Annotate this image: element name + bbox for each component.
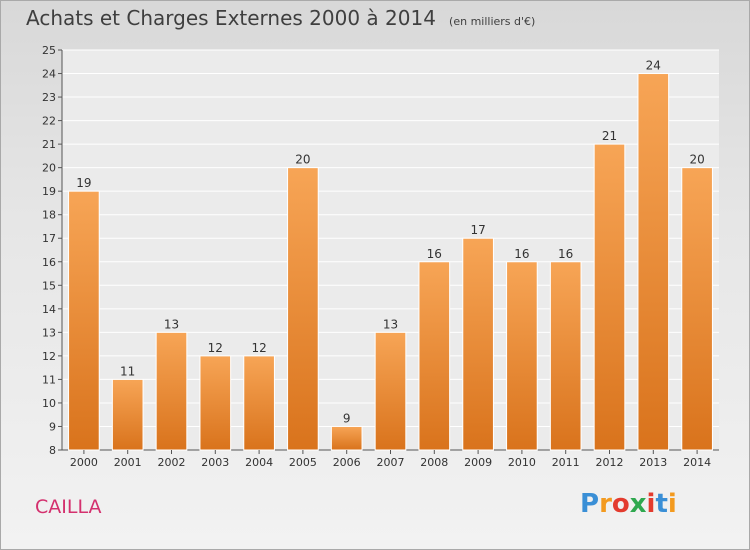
y-tick-label: 17 xyxy=(42,232,56,245)
x-tick-label: 2014 xyxy=(683,456,711,469)
x-tick-label: 2010 xyxy=(508,456,536,469)
chart-title: Achats et Charges Externes 2000 à 2014 xyxy=(26,6,436,30)
bar-value-label: 16 xyxy=(427,247,442,261)
x-tick-label: 2011 xyxy=(552,456,580,469)
chart-header: Achats et Charges Externes 2000 à 2014 (… xyxy=(26,6,535,30)
bar-value-label: 24 xyxy=(646,59,661,73)
bar xyxy=(68,190,100,451)
y-tick-label: 23 xyxy=(42,91,56,104)
y-tick-label: 11 xyxy=(42,373,56,386)
x-tick-label: 2013 xyxy=(639,456,667,469)
y-tick-label: 18 xyxy=(42,209,56,222)
bar-value-label: 16 xyxy=(558,247,573,261)
y-tick-label: 25 xyxy=(42,44,56,57)
bar xyxy=(637,73,670,451)
y-tick-label: 10 xyxy=(42,397,56,410)
bar xyxy=(111,378,144,451)
proxiti-logo: Proxiti xyxy=(580,489,677,519)
bar xyxy=(330,425,363,451)
y-tick-label: 8 xyxy=(49,444,56,457)
x-tick-label: 2009 xyxy=(464,456,492,469)
bar xyxy=(155,331,188,451)
logo-letter: i xyxy=(667,489,677,519)
bar xyxy=(243,355,275,451)
bar-value-label: 13 xyxy=(164,317,179,331)
bar xyxy=(462,237,494,451)
y-tick-label: 15 xyxy=(42,279,56,292)
bar xyxy=(506,261,538,451)
commune-name: CAILLA xyxy=(35,496,102,518)
logo-letter: x xyxy=(629,489,647,519)
x-tick-label: 2002 xyxy=(158,456,186,469)
y-tick-label: 14 xyxy=(42,303,56,316)
bar-value-label: 13 xyxy=(383,317,398,331)
bar-value-label: 17 xyxy=(470,223,485,237)
y-tick-label: 20 xyxy=(42,162,56,175)
y-tick-label: 12 xyxy=(42,350,56,363)
bar-value-label: 16 xyxy=(514,247,529,261)
y-tick-label: 16 xyxy=(42,256,56,269)
bar xyxy=(593,143,626,451)
x-tick-label: 2008 xyxy=(420,456,448,469)
y-tick-label: 13 xyxy=(42,326,56,339)
bar-value-label: 11 xyxy=(120,364,135,378)
logo-letter: o xyxy=(611,489,630,519)
x-tick-label: 2004 xyxy=(245,456,273,469)
logo-letter: P xyxy=(580,489,600,519)
y-tick-label: 24 xyxy=(42,68,56,81)
x-tick-label: 2006 xyxy=(333,456,361,469)
x-tick-label: 2007 xyxy=(377,456,405,469)
x-tick-label: 2000 xyxy=(70,456,98,469)
bar xyxy=(418,261,451,451)
bar xyxy=(374,331,407,451)
bar xyxy=(287,167,319,451)
y-tick-label: 19 xyxy=(42,185,56,198)
bar-value-label: 19 xyxy=(76,176,91,190)
x-tick-label: 2001 xyxy=(114,456,142,469)
y-tick-label: 21 xyxy=(42,138,56,151)
x-tick-label: 2005 xyxy=(289,456,317,469)
bar-value-label: 20 xyxy=(689,153,704,167)
chart-unit: (en milliers d'€) xyxy=(449,15,536,28)
y-tick-label: 22 xyxy=(42,115,56,128)
x-tick-label: 2012 xyxy=(596,456,624,469)
bar xyxy=(199,355,232,451)
logo-letter: r xyxy=(599,489,612,519)
y-tick-label: 9 xyxy=(49,420,56,433)
x-tick-label: 2003 xyxy=(201,456,229,469)
bar-value-label: 21 xyxy=(602,129,617,143)
bar xyxy=(549,261,582,451)
bar xyxy=(681,167,713,451)
bar-value-label: 12 xyxy=(251,341,266,355)
bar-value-label: 20 xyxy=(295,153,310,167)
logo-letter: i xyxy=(646,489,656,519)
bar-value-label: 9 xyxy=(343,411,351,425)
logo-letter: t xyxy=(655,489,668,519)
bar-value-label: 12 xyxy=(208,341,223,355)
